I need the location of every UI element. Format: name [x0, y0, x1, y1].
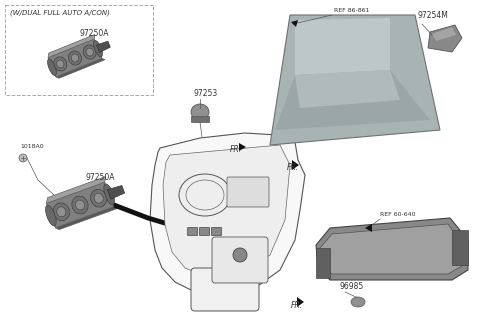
- Polygon shape: [295, 18, 390, 75]
- Ellipse shape: [46, 205, 56, 226]
- FancyBboxPatch shape: [212, 228, 221, 236]
- Polygon shape: [239, 143, 246, 151]
- Ellipse shape: [57, 60, 64, 68]
- Circle shape: [19, 154, 27, 162]
- Ellipse shape: [94, 193, 103, 203]
- Ellipse shape: [72, 54, 79, 62]
- Text: 97253: 97253: [194, 89, 218, 98]
- Polygon shape: [47, 176, 106, 203]
- Text: FR.: FR.: [291, 301, 303, 310]
- Ellipse shape: [104, 184, 114, 205]
- Bar: [191, 116, 209, 122]
- Polygon shape: [295, 70, 400, 108]
- Polygon shape: [432, 27, 456, 41]
- Ellipse shape: [53, 203, 70, 221]
- Ellipse shape: [69, 51, 82, 65]
- FancyBboxPatch shape: [200, 228, 209, 236]
- Ellipse shape: [351, 297, 365, 307]
- Polygon shape: [47, 182, 114, 228]
- Text: 1018A0: 1018A0: [20, 144, 44, 149]
- Polygon shape: [291, 20, 298, 27]
- Polygon shape: [150, 133, 305, 295]
- Text: 97250A: 97250A: [85, 173, 115, 182]
- Polygon shape: [320, 224, 462, 274]
- Text: 97254M: 97254M: [418, 11, 449, 20]
- Ellipse shape: [48, 59, 57, 75]
- Text: FR.: FR.: [287, 163, 299, 172]
- Polygon shape: [55, 207, 118, 230]
- Ellipse shape: [86, 48, 94, 56]
- FancyBboxPatch shape: [227, 177, 269, 207]
- Polygon shape: [297, 297, 304, 307]
- Ellipse shape: [191, 104, 209, 120]
- Polygon shape: [163, 145, 290, 278]
- Ellipse shape: [94, 40, 102, 57]
- Text: REF 86-861: REF 86-861: [334, 8, 370, 13]
- Ellipse shape: [91, 189, 107, 207]
- Polygon shape: [292, 160, 299, 170]
- Ellipse shape: [54, 57, 67, 71]
- Text: FR.: FR.: [230, 145, 242, 154]
- FancyBboxPatch shape: [212, 237, 268, 283]
- Ellipse shape: [83, 45, 96, 59]
- Text: 97250A: 97250A: [80, 29, 109, 38]
- Ellipse shape: [75, 200, 84, 210]
- Polygon shape: [48, 39, 102, 77]
- Polygon shape: [316, 248, 330, 278]
- Polygon shape: [365, 224, 372, 232]
- Text: 96985: 96985: [340, 282, 364, 291]
- Polygon shape: [428, 25, 462, 52]
- Polygon shape: [270, 15, 440, 145]
- Polygon shape: [316, 218, 468, 280]
- Polygon shape: [452, 230, 468, 265]
- Polygon shape: [108, 186, 125, 199]
- FancyBboxPatch shape: [188, 228, 197, 236]
- Circle shape: [233, 248, 247, 262]
- Text: REF 60-640: REF 60-640: [380, 212, 416, 217]
- Polygon shape: [48, 34, 95, 58]
- Polygon shape: [275, 70, 430, 130]
- Text: (W/DUAL FULL AUTO A/CON): (W/DUAL FULL AUTO A/CON): [10, 9, 110, 15]
- Polygon shape: [56, 58, 105, 78]
- Polygon shape: [96, 41, 110, 52]
- Ellipse shape: [57, 207, 66, 217]
- Bar: [5, 5, 153, 95]
- FancyBboxPatch shape: [191, 268, 259, 311]
- Ellipse shape: [72, 196, 88, 214]
